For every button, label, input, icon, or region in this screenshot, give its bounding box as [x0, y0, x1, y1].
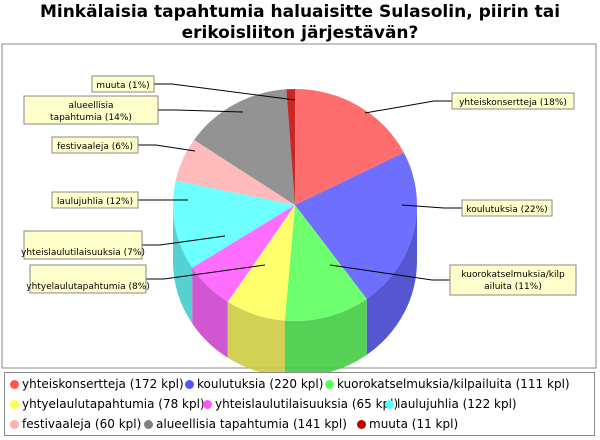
pie-slice-side	[173, 205, 193, 324]
pie-slice	[175, 139, 295, 205]
slice-label: muuta (1%)	[96, 81, 149, 91]
slice-label: alueellisia tapahtumia (14%)	[50, 101, 132, 123]
legend-item: alueellisia tapahtumia (141 kpl)	[144, 417, 347, 431]
slice-label: festivaaleja (6%)	[57, 142, 133, 152]
legend-label: kuorokatselmuksia/kilpailuita (111 kpl)	[337, 377, 570, 391]
legend-item: koulutuksia (220 kpl)	[185, 377, 323, 391]
slice-label-box	[29, 264, 147, 294]
legend-label: festivaaleja (60 kpl)	[22, 417, 142, 431]
legend-label: muuta (11 kpl)	[369, 417, 459, 431]
legend-item: kuorokatselmuksia/kilpailuita (111 kpl)	[325, 377, 570, 391]
pie-slice	[227, 205, 295, 321]
slice-label-box	[51, 136, 139, 154]
pie-slice	[295, 89, 404, 205]
legend-swatch-icon	[10, 420, 19, 429]
label-leader-line	[154, 83, 296, 101]
legend-label: yhtyelaulutapahtumia (78 kpl)	[22, 397, 205, 411]
pie-slice-side	[192, 267, 228, 358]
slice-label: yhteislaulutilaisuuksia (7%)	[21, 248, 145, 258]
legend-item: laulujuhlia (122 kpl)	[385, 397, 517, 411]
legend-swatch-icon	[385, 400, 394, 409]
legend-item: yhteiskonsertteja (172 kpl)	[10, 377, 184, 391]
legend-item: muuta (11 kpl)	[357, 417, 458, 431]
legend-label: laulujuhlia (122 kpl)	[397, 397, 517, 411]
chart-legend: yhteiskonsertteja (172 kpl) koulutuksia (…	[4, 372, 595, 436]
pie-slice	[286, 89, 295, 205]
slice-label-box	[23, 230, 143, 260]
slice-label: kuorokatselmuksia/kilp ailuita (11%)	[461, 270, 565, 292]
legend-item: yhteislaulutilaisuuksia (65 kpl)	[203, 397, 398, 411]
slice-label-box	[461, 199, 553, 217]
legend-label: alueellisia tapahtumia (141 kpl)	[156, 417, 347, 431]
legend-label: yhteiskonsertteja (172 kpl)	[22, 377, 184, 391]
slice-label-box	[23, 95, 159, 125]
legend-swatch-icon	[144, 420, 153, 429]
legend-item: festivaaleja (60 kpl)	[10, 417, 141, 431]
slice-label: yhteiskonsertteja (18%)	[459, 98, 567, 108]
slice-label: koulutuksia (22%)	[466, 205, 547, 215]
slice-label: laulujuhlia (12%)	[57, 197, 133, 207]
slice-label-box	[451, 92, 575, 110]
pie-slice	[173, 180, 295, 268]
label-leader-line	[142, 235, 226, 246]
label-leader-line	[138, 144, 196, 152]
legend-item: yhtyelaulutapahtumia (78 kpl)	[10, 397, 205, 411]
slice-label-box	[449, 264, 577, 296]
label-leader-line	[329, 264, 450, 281]
pie-slice	[192, 205, 295, 302]
pie-slice-side	[366, 205, 417, 355]
label-leader-line	[146, 264, 266, 280]
pie-slice-side	[284, 298, 367, 372]
slice-label: yhtyelaulutapahtumia (8%)	[26, 282, 150, 292]
pie-slice	[295, 152, 417, 299]
pie-slice-side	[227, 301, 285, 372]
pie-slice	[194, 89, 295, 205]
legend-swatch-icon	[185, 380, 194, 389]
pie-slice	[284, 205, 367, 322]
label-leader-line	[401, 204, 462, 209]
legend-label: koulutuksia (220 kpl)	[197, 377, 324, 391]
slice-label-box	[51, 191, 139, 209]
chart-title: Minkälaisia tapahtumia haluaisitte Sulas…	[39, 2, 561, 43]
legend-swatch-icon	[357, 420, 366, 429]
legend-label: yhteislaulutilaisuuksia (65 kpl)	[215, 397, 399, 411]
legend-swatch-icon	[10, 380, 19, 389]
legend-swatch-icon	[10, 400, 19, 409]
pie-chart-plot: yhteiskonsertteja (18%) koulutuksia (22%)…	[1, 43, 597, 372]
legend-swatch-icon	[203, 400, 212, 409]
slice-label-box	[91, 75, 155, 93]
label-leader-line	[364, 100, 452, 114]
legend-swatch-icon	[325, 380, 334, 389]
label-leader-line	[158, 109, 244, 113]
